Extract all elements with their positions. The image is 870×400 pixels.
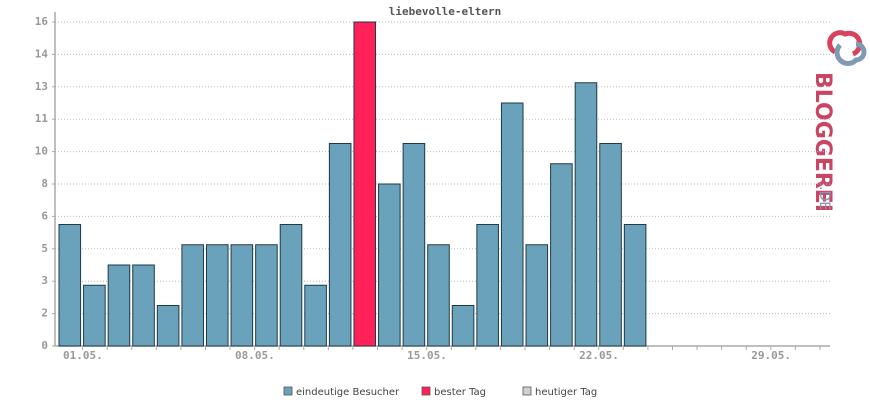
bar <box>574 82 598 347</box>
logo-suffix: .DE <box>816 186 832 210</box>
y-tick-label: 13 <box>35 80 48 93</box>
y-tick-label: 5 <box>41 242 48 255</box>
x-tick-label: 29.05. <box>751 349 791 362</box>
bar <box>550 163 573 347</box>
y-tick-label: 10 <box>35 145 48 158</box>
x-tick-label: 01.05. <box>63 349 103 362</box>
bar <box>500 102 524 347</box>
y-tick-label: 14 <box>35 47 49 60</box>
bar <box>107 264 131 347</box>
y-tick-label: 3 <box>41 274 48 287</box>
legend-label: eindeutige Besucher <box>296 387 400 398</box>
bar <box>427 244 450 347</box>
bar <box>279 224 303 347</box>
y-tick-label: 8 <box>41 177 48 190</box>
bar <box>304 284 327 347</box>
x-tick-label: 15.05. <box>407 349 447 362</box>
bar <box>402 143 426 347</box>
y-tick-label: 16 <box>35 15 49 28</box>
y-tick-label: 2 <box>41 307 48 320</box>
x-tick-label: 08.05. <box>235 349 275 362</box>
y-tick-label: 6 <box>41 209 48 222</box>
bar <box>476 224 499 347</box>
bar <box>599 143 622 347</box>
logo-icon <box>827 30 867 66</box>
bar <box>230 244 254 347</box>
bar <box>255 244 278 347</box>
y-tick-label: 11 <box>35 112 49 125</box>
bar <box>328 143 352 347</box>
chart-title: liebevolle-eltern <box>389 5 502 18</box>
bar <box>205 244 229 347</box>
bar <box>353 21 377 347</box>
bar <box>58 224 82 347</box>
legend-swatch <box>522 386 532 396</box>
legend-label: heutiger Tag <box>535 387 597 398</box>
logo-text: BLOGGEREI <box>810 72 835 212</box>
bar <box>181 244 204 347</box>
bar <box>378 183 401 347</box>
bar <box>451 305 475 347</box>
bar <box>525 244 549 347</box>
legend-swatch <box>421 386 431 396</box>
bar <box>83 284 106 347</box>
bar <box>132 264 155 347</box>
legend-swatch <box>283 386 293 396</box>
x-tick-label: 22.05. <box>579 349 619 362</box>
bar <box>156 305 180 347</box>
bar <box>623 224 647 347</box>
legend-label: bester Tag <box>434 387 486 398</box>
y-tick-label: 0 <box>41 339 48 352</box>
